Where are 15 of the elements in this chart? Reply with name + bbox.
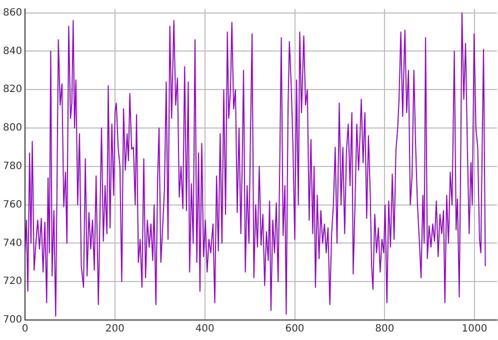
x-tick-label: 1000 bbox=[462, 324, 488, 335]
y-tick-label: 800 bbox=[2, 122, 22, 134]
x-tick-label: 800 bbox=[375, 324, 394, 335]
y-tick-label: 780 bbox=[2, 161, 22, 172]
x-tick-label: 400 bbox=[195, 324, 214, 335]
y-tick-label: 760 bbox=[2, 199, 22, 210]
y-tick-label: 860 bbox=[2, 7, 22, 18]
y-tick-label: 720 bbox=[2, 276, 22, 288]
x-tick-label: 0 bbox=[22, 324, 28, 335]
y-tick-label: 820 bbox=[2, 84, 22, 96]
y-tick-label: 740 bbox=[2, 238, 22, 249]
x-tick-label: 200 bbox=[105, 324, 125, 335]
x-tick-label: 600 bbox=[285, 324, 304, 335]
y-tick-label: 700 bbox=[2, 314, 22, 326]
y-tick-label: 840 bbox=[2, 46, 22, 57]
